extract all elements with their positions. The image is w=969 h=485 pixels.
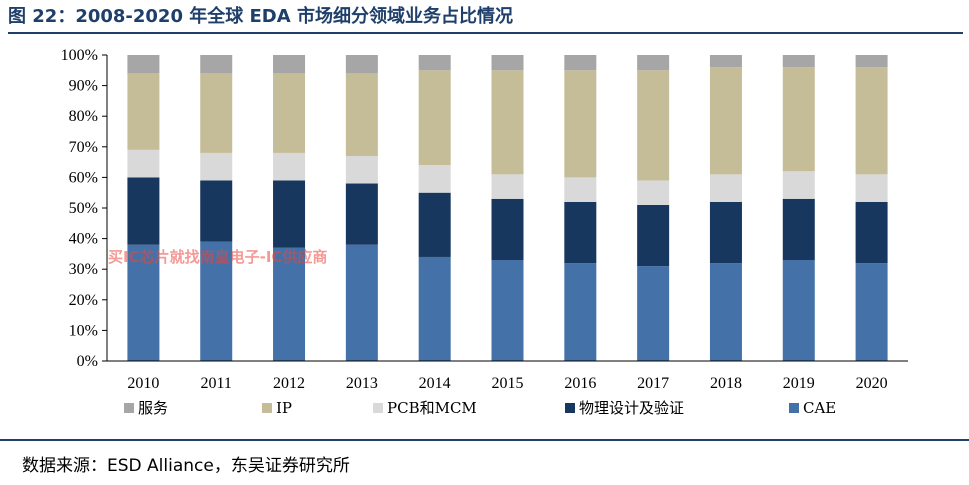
bar-segment-2019-物理设计及验证 [782,198,815,261]
x-tick-label: 2019 [783,375,815,392]
bar-segment-2019-IP [782,67,815,172]
bar-segment-2010-IP [127,73,160,150]
bar-segment-2016-服务 [564,55,597,71]
bar-segment-2013-CAE [345,244,378,361]
legend: 服务 IP PCB和MCM 物理设计及验证 CAE [124,399,836,417]
x-tick-label: 2011 [201,375,232,392]
bar-segment-2010-CAE [127,244,160,361]
bar-segment-2020-物理设计及验证 [855,201,888,264]
legend-swatch [262,403,272,413]
bar-segment-2016-物理设计及验证 [564,201,597,264]
x-tick-label: 2017 [637,375,669,392]
bar-segment-2010-物理设计及验证 [127,177,160,245]
y-tick-label: 80% [69,108,98,125]
bar-segment-2013-PCB和MCM [345,155,378,184]
y-tick-label: 90% [69,78,98,95]
plot-area [127,55,888,361]
legend-label: PCB和MCM [387,399,477,417]
legend-swatch [373,403,383,413]
stacked-bar-chart: 2010 2011 2012 2013 2014 2015 2016 2017 2018 2019… [61,47,908,417]
bar-segment-2013-服务 [345,55,378,74]
bar-segment-2014-IP [418,70,451,166]
bar-segment-2015-CAE [491,260,524,361]
bar-segment-2015-服务 [491,55,524,71]
bar-segment-2020-CAE [855,263,888,361]
bar-segment-2013-物理设计及验证 [345,183,378,245]
bar-segment-2018-CAE [709,263,742,361]
bar-segment-2017-CAE [637,266,670,361]
bar-segment-2017-PCB和MCM [637,180,670,205]
bar-segment-2011-物理设计及验证 [200,180,233,242]
y-tick-label: 0% [77,353,98,370]
bar-segment-2010-PCB和MCM [127,149,160,178]
bar-segment-2012-CAE [273,247,306,361]
bar-segment-2020-PCB和MCM [855,174,888,202]
x-tick-label: 2012 [273,375,305,392]
x-tick-label: 2020 [856,375,888,392]
bar-segment-2012-IP [273,73,306,153]
y-tick-label: 10% [69,322,98,339]
bar-segment-2017-服务 [637,55,670,71]
y-tick-label: 60% [69,169,98,186]
bar-segment-2014-物理设计及验证 [418,192,451,257]
x-tick-label: 2014 [419,375,451,392]
legend-label: IP [276,399,292,417]
bar-segment-2011-CAE [200,241,233,361]
axes: 2010 2011 2012 2013 2014 2015 2016 2017 2018 2019… [61,47,908,392]
y-tick-label: 40% [69,231,98,248]
bar-segment-2018-服务 [709,55,742,68]
bar-segment-2012-物理设计及验证 [273,180,306,248]
x-tick-label: 2016 [564,375,596,392]
bar-segment-2016-PCB和MCM [564,177,597,202]
y-tick-label: 70% [69,139,98,156]
bar-segment-2019-CAE [782,260,815,361]
bar-segment-2011-IP [200,73,233,153]
bar-segment-2015-IP [491,70,524,175]
legend-swatch [565,403,575,413]
legend-swatch [124,403,134,413]
bar-segment-2018-IP [709,67,742,175]
bar-segment-2016-CAE [564,263,597,361]
bar-segment-2018-物理设计及验证 [709,201,742,264]
bar-segment-2014-CAE [418,256,451,361]
watermark: 买IC芯片就找南皇电子-IC供应商 [108,248,328,266]
source-note: 数据来源：ESD Alliance，东吴证券研究所 [0,439,969,485]
bar-segment-2015-物理设计及验证 [491,198,524,261]
legend-swatch [789,403,799,413]
y-tick-label: 30% [69,261,98,278]
bar-segment-2017-IP [637,70,670,181]
y-tick-label: 20% [69,292,98,309]
legend-label: 服务 [138,399,168,417]
x-tick-label: 2015 [492,375,524,392]
x-tick-label: 2018 [710,375,742,392]
bar-segment-2012-PCB和MCM [273,152,306,181]
bar-segment-2010-服务 [127,55,160,74]
legend-label: 物理设计及验证 [579,399,684,417]
bar-segment-2020-服务 [855,55,888,68]
bar-segment-2011-服务 [200,55,233,74]
bar-segment-2018-PCB和MCM [709,174,742,202]
bar-segment-2019-PCB和MCM [782,171,815,199]
bar-segment-2020-IP [855,67,888,175]
bar-segment-2016-IP [564,70,597,178]
chart-title: 图 22：2008-2020 年全球 EDA 市场细分领域业务占比情况 [8,2,963,34]
y-tick-label: 50% [69,200,98,217]
bar-segment-2014-PCB和MCM [418,165,451,193]
bar-segment-2015-PCB和MCM [491,174,524,199]
bar-segment-2013-IP [345,73,378,156]
x-tick-label: 2010 [127,375,159,392]
y-tick-label: 100% [61,47,98,64]
bar-segment-2011-PCB和MCM [200,152,233,181]
bar-segment-2012-服务 [273,55,306,74]
x-tick-label: 2013 [346,375,378,392]
bar-segment-2014-服务 [418,55,451,71]
legend-label: CAE [803,399,836,417]
bar-segment-2017-物理设计及验证 [637,204,670,267]
bar-segment-2019-服务 [782,55,815,68]
